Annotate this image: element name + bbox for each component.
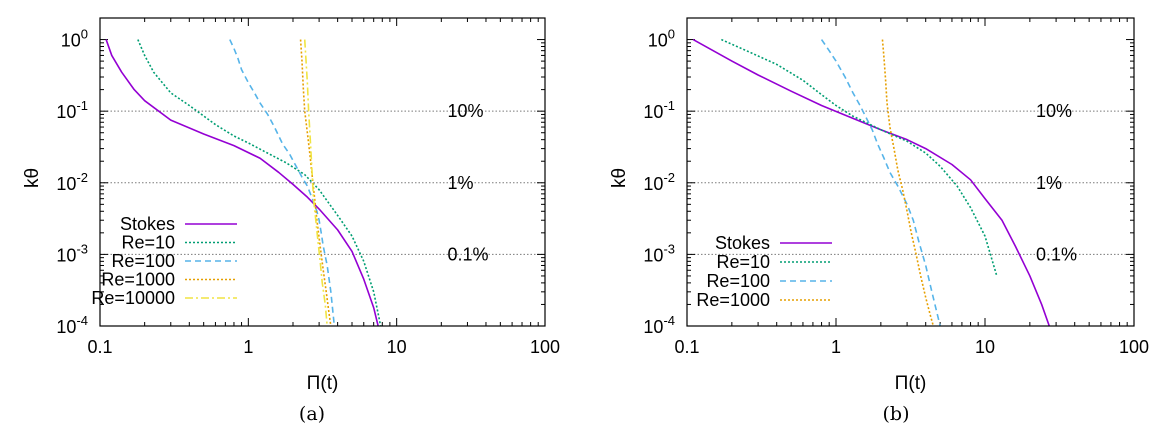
reference-label: 0.1% bbox=[1036, 244, 1077, 264]
legend-label: Re=10 bbox=[716, 252, 770, 272]
y-tick-exponent: -2 bbox=[76, 170, 88, 185]
legend-label: Re=100 bbox=[111, 251, 175, 271]
series-group bbox=[105, 39, 382, 326]
legend-label: Re=1000 bbox=[696, 290, 770, 310]
x-tick-label: 100 bbox=[1119, 337, 1149, 357]
y-tick-exponent: -4 bbox=[663, 313, 675, 328]
legend-label: Re=10 bbox=[121, 233, 175, 253]
y-tick-exponent: -1 bbox=[76, 98, 88, 113]
reference-label: 0.1% bbox=[447, 244, 488, 264]
legend-label: Re=100 bbox=[706, 271, 770, 291]
y-tick-exponent: -3 bbox=[76, 241, 88, 256]
series-line-re-10 bbox=[721, 38, 998, 277]
reference-label: 1% bbox=[447, 173, 473, 193]
y-tick-base: 10 bbox=[648, 31, 668, 51]
y-tick-base: 10 bbox=[643, 174, 663, 194]
reference-label: 1% bbox=[1036, 173, 1062, 193]
caption-a: (a) bbox=[299, 403, 325, 425]
series-line-stokes bbox=[105, 39, 379, 326]
y-tick-label: 10-1 bbox=[56, 98, 88, 122]
x-axis-label: Π(t) bbox=[307, 373, 339, 394]
y-tick-base: 10 bbox=[643, 102, 663, 122]
legend-label: Stokes bbox=[715, 233, 770, 253]
x-tick-label: 10 bbox=[387, 337, 407, 357]
y-axis-label: kθ bbox=[22, 168, 43, 188]
legend-label: Re=1000 bbox=[101, 270, 175, 290]
x-tick-label: 1 bbox=[831, 337, 841, 357]
y-tick-label: 10-4 bbox=[56, 313, 88, 337]
y-tick-label: 10-3 bbox=[56, 241, 88, 265]
reference-label: 10% bbox=[447, 101, 483, 121]
series-line-re-100 bbox=[820, 39, 941, 326]
y-tick-label: 10-1 bbox=[643, 98, 675, 122]
series-line-re-10000 bbox=[303, 39, 328, 326]
plot-frame bbox=[686, 17, 1135, 327]
series-line-re-100 bbox=[229, 39, 336, 326]
y-tick-exponent: 0 bbox=[81, 27, 88, 42]
x-tick-label: 1 bbox=[243, 337, 253, 357]
y-tick-label: 10-3 bbox=[643, 241, 675, 265]
y-tick-exponent: -3 bbox=[663, 241, 675, 256]
y-tick-label: 10-2 bbox=[56, 170, 88, 194]
y-tick-base: 10 bbox=[643, 245, 663, 265]
series-line-re-1000 bbox=[299, 39, 332, 326]
x-tick-label: 100 bbox=[530, 337, 560, 357]
y-tick-base: 10 bbox=[56, 102, 76, 122]
series-line-stokes bbox=[692, 38, 1051, 326]
plot-frame bbox=[99, 17, 546, 327]
reference-label: 10% bbox=[1036, 101, 1072, 121]
y-tick-exponent: -2 bbox=[663, 170, 675, 185]
caption-b: (b) bbox=[883, 403, 910, 425]
legend-label: Re=10000 bbox=[91, 288, 175, 308]
legend-label: Stokes bbox=[120, 214, 175, 234]
y-tick-exponent: -1 bbox=[663, 98, 675, 113]
x-axis-label: Π(t) bbox=[895, 373, 927, 394]
y-tick-exponent: -4 bbox=[76, 313, 88, 328]
chart-panel-a: 10%1%0.1%0.1 1 10 10010010-110-210-310-4Π(t… bbox=[22, 17, 560, 394]
y-tick-base: 10 bbox=[56, 317, 76, 337]
chart-panel-b: 10%1%0.1%0.1 1 10 10010010-110-210-310-4Π(t… bbox=[609, 17, 1149, 394]
y-tick-label: 10-4 bbox=[643, 313, 675, 337]
x-tick-label: 0.1 bbox=[87, 337, 112, 357]
y-tick-base: 10 bbox=[61, 31, 81, 51]
y-axis-label: kθ bbox=[609, 168, 630, 188]
y-tick-label: 100 bbox=[648, 27, 675, 51]
y-tick-label: 100 bbox=[61, 27, 88, 51]
y-tick-exponent: 0 bbox=[668, 27, 675, 42]
y-tick-label: 10-2 bbox=[643, 170, 675, 194]
y-tick-base: 10 bbox=[56, 174, 76, 194]
y-tick-base: 10 bbox=[643, 317, 663, 337]
y-tick-base: 10 bbox=[56, 245, 76, 265]
x-tick-label: 0.1 bbox=[674, 337, 699, 357]
x-tick-label: 10 bbox=[975, 337, 995, 357]
series-group bbox=[692, 38, 1051, 326]
